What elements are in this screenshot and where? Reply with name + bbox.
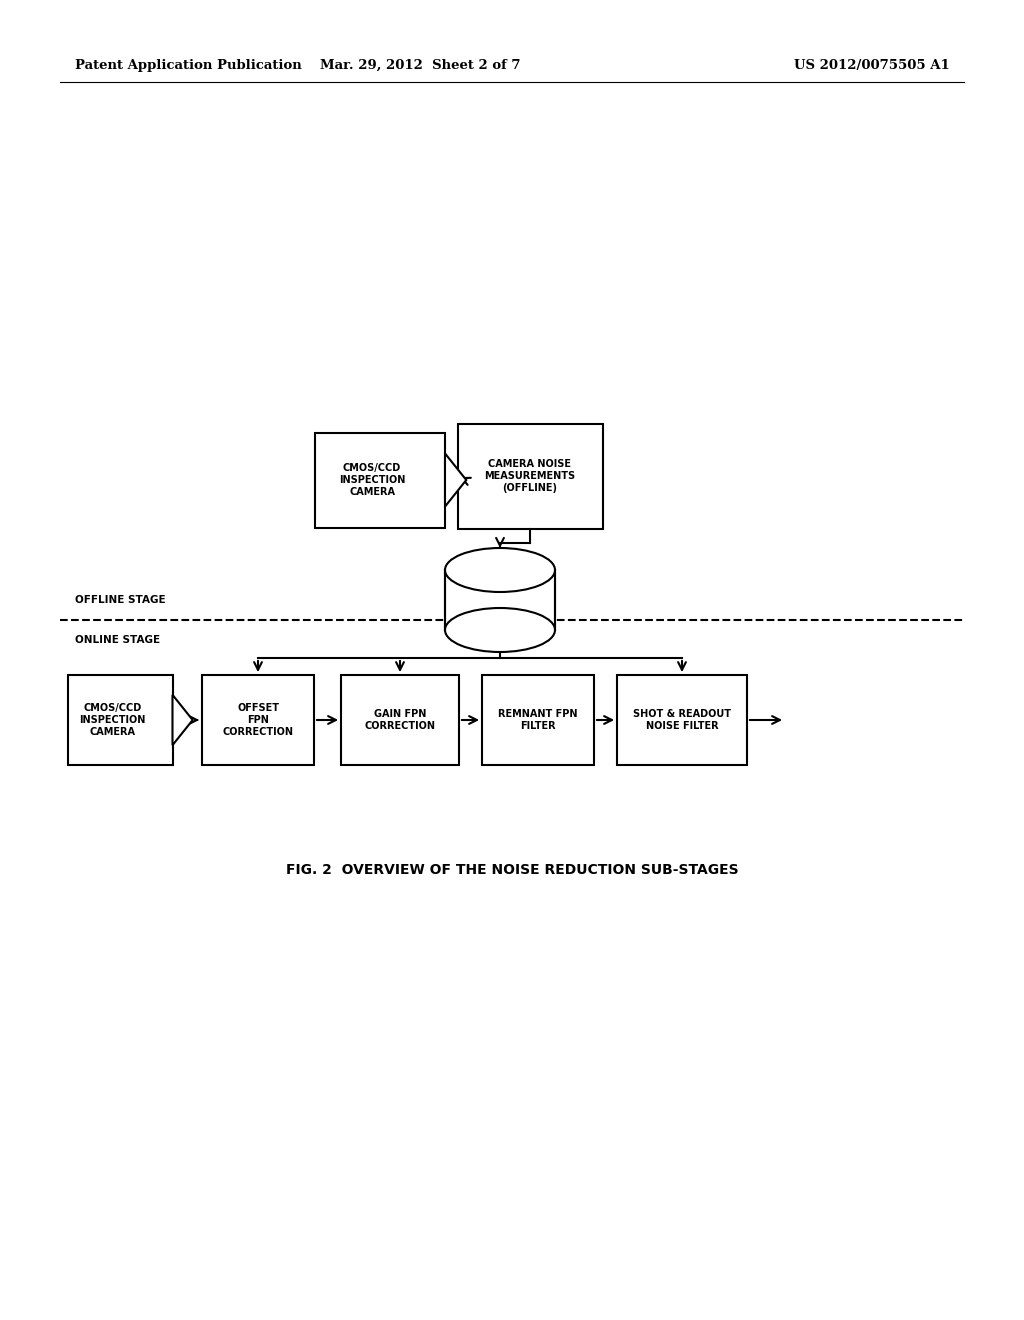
Text: CMOS/CCD
INSPECTION
CAMERA: CMOS/CCD INSPECTION CAMERA bbox=[339, 463, 406, 496]
Bar bbox=[445, 570, 555, 630]
Text: GAIN FPN
CORRECTION: GAIN FPN CORRECTION bbox=[365, 709, 435, 731]
Text: ONLINE STAGE: ONLINE STAGE bbox=[75, 635, 160, 645]
Text: REMNANT FPN
FILTER: REMNANT FPN FILTER bbox=[499, 709, 578, 731]
Text: CAMERA NOISE
MEASUREMENTS
(OFFLINE): CAMERA NOISE MEASUREMENTS (OFFLINE) bbox=[484, 459, 575, 492]
Text: SHOT & READOUT
NOISE FILTER: SHOT & READOUT NOISE FILTER bbox=[633, 709, 731, 731]
Polygon shape bbox=[445, 453, 466, 507]
Text: Mar. 29, 2012  Sheet 2 of 7: Mar. 29, 2012 Sheet 2 of 7 bbox=[319, 58, 520, 71]
Bar bbox=[315, 433, 445, 528]
Ellipse shape bbox=[445, 548, 555, 591]
Ellipse shape bbox=[445, 609, 555, 652]
Bar bbox=[617, 675, 746, 766]
Bar bbox=[68, 675, 172, 766]
Text: FIG. 2  OVERVIEW OF THE NOISE REDUCTION SUB-STAGES: FIG. 2 OVERVIEW OF THE NOISE REDUCTION S… bbox=[286, 863, 738, 876]
Text: Patent Application Publication: Patent Application Publication bbox=[75, 58, 302, 71]
Text: OFFSET
FPN
CORRECTION: OFFSET FPN CORRECTION bbox=[222, 704, 294, 737]
Bar bbox=[341, 675, 459, 766]
Text: OFFLINE STAGE: OFFLINE STAGE bbox=[75, 595, 166, 605]
Bar bbox=[482, 675, 594, 766]
Text: US 2012/0075505 A1: US 2012/0075505 A1 bbox=[795, 58, 950, 71]
Bar bbox=[458, 424, 602, 528]
Text: CMOS/CCD
INSPECTION
CAMERA: CMOS/CCD INSPECTION CAMERA bbox=[79, 704, 145, 737]
Bar bbox=[202, 675, 314, 766]
Polygon shape bbox=[172, 694, 193, 746]
